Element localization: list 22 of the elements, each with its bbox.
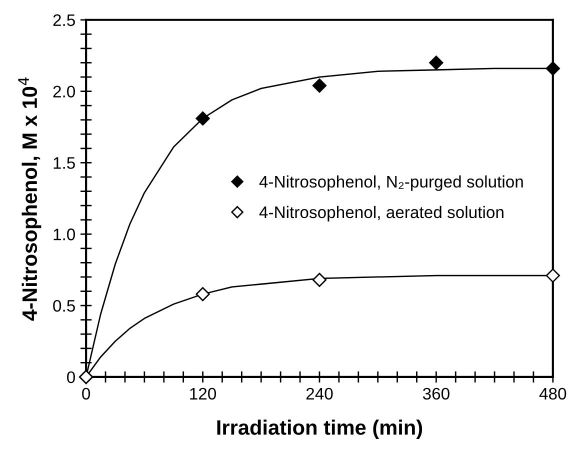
point — [546, 61, 560, 76]
point — [312, 78, 327, 93]
y-tick-label: 1.5 — [54, 157, 75, 169]
y-axis-title: 4-Nitrosophenol, M x 10$^{4}$ — [18, 77, 42, 321]
y-tick-label: 1.0 — [54, 228, 76, 240]
x-tick-label: 480 — [539, 388, 566, 400]
y-tick-label: 0.5 — [53, 300, 75, 312]
x-axis-title: Irradiation time (min) — [217, 420, 422, 440]
legend-label: 4-Nitrosophenol, N₂-purged solution — [259, 175, 523, 191]
x-tick-label: 360 — [422, 388, 450, 400]
point — [546, 268, 560, 283]
x-tick-label: 240 — [306, 388, 333, 400]
point — [196, 287, 210, 302]
y-tick-label: 2.5 — [53, 14, 75, 26]
y-tick-label: 2.0 — [53, 86, 76, 98]
x-tick-label: 120 — [190, 388, 216, 400]
point — [196, 111, 210, 126]
x-tick-label: 0 — [82, 388, 90, 400]
point — [312, 272, 327, 287]
legend-label: 4-Nitrosophenol, aerated solution — [259, 206, 504, 222]
y-tick-label: 0 — [67, 371, 75, 384]
point — [429, 56, 444, 70]
